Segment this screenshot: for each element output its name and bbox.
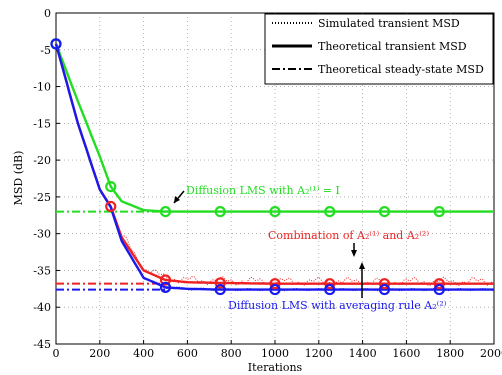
marker-red — [105, 200, 117, 213]
marker-blue — [214, 283, 226, 296]
annotation-blue: Diffusion LMS with averaging rule A₂⁽²⁾ — [228, 262, 447, 312]
legend: Simulated transient MSD Theoretical tran… — [264, 13, 494, 85]
marker-red — [159, 274, 172, 286]
annotation-red-arrowhead — [351, 250, 357, 257]
marker-green — [105, 180, 117, 193]
series-markers — [50, 38, 445, 296]
x-tick-label: 1000 — [261, 347, 289, 360]
marker-green — [159, 206, 172, 218]
x-tick-label: 800 — [221, 347, 242, 360]
marker-green — [378, 206, 391, 218]
y-tick-label: -35 — [33, 264, 51, 277]
marker-blue — [378, 283, 391, 296]
x-tick-label: 1400 — [349, 347, 377, 360]
marker-red — [324, 278, 336, 290]
annotation-red-text: Combination of A₂⁽¹⁾ and A₂⁽²⁾ — [268, 229, 429, 242]
x-tick-label: 200 — [89, 347, 110, 360]
marker-blue — [269, 283, 281, 296]
y-tick-label: -10 — [33, 81, 51, 94]
marker-blue — [433, 283, 445, 296]
grid-lines — [56, 13, 494, 344]
x-axis-label: Iterations — [248, 361, 303, 374]
annotation-blue-arrowhead — [359, 262, 365, 269]
simulated-line-red — [55, 43, 495, 287]
x-tick-label: 400 — [133, 347, 154, 360]
annotation-red: Combination of A₂⁽¹⁾ and A₂⁽²⁾ — [268, 229, 429, 257]
y-tick-label: -5 — [40, 44, 51, 57]
x-tick-label: 1200 — [305, 347, 333, 360]
marker-red — [378, 278, 391, 290]
marker-red — [214, 277, 226, 289]
annotation-green: Diffusion LMS with A₂⁽¹⁾ = I — [173, 184, 340, 204]
theoretical-line-red — [54, 43, 494, 285]
marker-red — [433, 278, 445, 290]
marker-blue — [50, 38, 62, 50]
marker-green — [433, 206, 445, 218]
theoretical-line-blue — [54, 43, 494, 291]
marker-red — [269, 278, 281, 290]
annotation-green-arrowhead — [174, 196, 180, 203]
y-tick-label: -20 — [33, 154, 51, 167]
x-tick-label: 1800 — [436, 347, 464, 360]
marker-green — [269, 206, 281, 218]
legend-label-simulated: Simulated transient MSD — [318, 17, 460, 30]
y-tick-label: -15 — [33, 117, 51, 130]
marker-blue — [159, 281, 172, 293]
marker-green — [214, 206, 226, 218]
marker-green — [324, 206, 336, 218]
annotation-blue-text: Diffusion LMS with averaging rule A₂⁽²⁾ — [228, 299, 447, 312]
legend-label-theoretical: Theoretical transient MSD — [318, 40, 467, 53]
y-tick-label: 0 — [44, 7, 51, 20]
y-tick-label: -45 — [33, 338, 51, 351]
y-tick-label: -40 — [33, 301, 51, 314]
y-tick-label: -25 — [33, 191, 51, 204]
theoretical-line-green — [54, 43, 494, 213]
x-tick-label: 1600 — [392, 347, 420, 360]
annotation-green-text: Diffusion LMS with A₂⁽¹⁾ = I — [186, 184, 340, 197]
y-axis-label: MSD (dB) — [12, 151, 25, 206]
legend-box — [264, 13, 494, 85]
x-tick-label: 0 — [53, 347, 60, 360]
legend-label-steady: Theoretical steady-state MSD — [318, 63, 484, 76]
x-tick-label: 600 — [177, 347, 198, 360]
y-tick-label: -30 — [33, 228, 51, 241]
marker-blue — [324, 283, 336, 296]
